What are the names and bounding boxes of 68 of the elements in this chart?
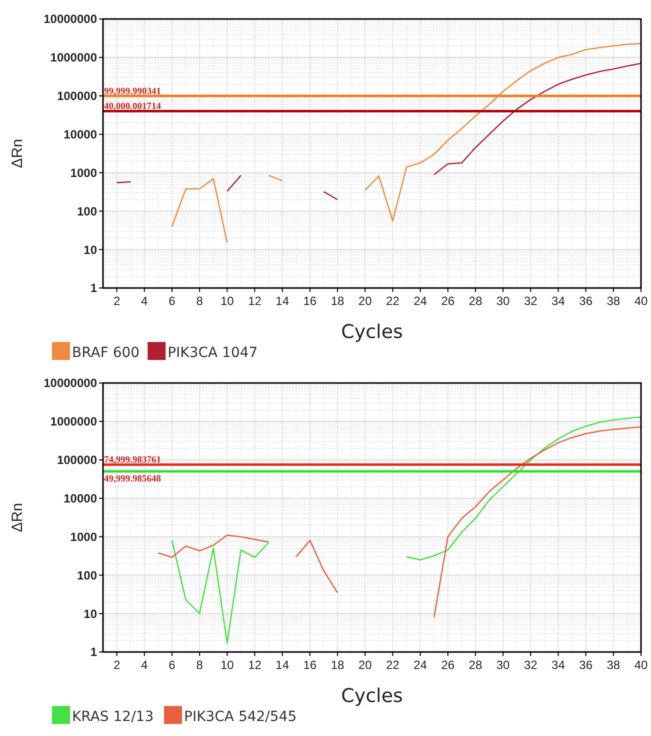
x-tick-label: 34 bbox=[552, 294, 566, 308]
x-tick-label: 36 bbox=[579, 658, 593, 672]
x-tick-label: 8 bbox=[196, 294, 204, 308]
x-tick-label: 20 bbox=[358, 294, 372, 308]
x-tick-label: 16 bbox=[303, 294, 317, 308]
x-tick-label: 24 bbox=[414, 658, 428, 672]
x-tick-label: 28 bbox=[468, 658, 482, 672]
x-tick-label: 32 bbox=[524, 658, 538, 672]
x-tick-label: 22 bbox=[386, 294, 400, 308]
y-tick-label: 10 bbox=[84, 242, 98, 257]
y-tick-label: 10000 bbox=[64, 491, 98, 506]
x-tick-label: 38 bbox=[606, 658, 620, 672]
legend-label: PIK3CA 1047 bbox=[168, 345, 258, 361]
legend-label: KRAS 12/13 bbox=[72, 709, 154, 725]
y-tick-label: 1 bbox=[90, 281, 98, 296]
y-tick-label: 10000000 bbox=[44, 12, 98, 26]
x-tick-label: 4 bbox=[141, 658, 148, 672]
y-tick-label: 1000000 bbox=[50, 414, 98, 429]
legend-label: PIK3CA 542/545 bbox=[184, 709, 297, 725]
y-tick-label: 100 bbox=[76, 204, 98, 218]
x-tick-label: 20 bbox=[358, 658, 372, 672]
x-tick-label: 34 bbox=[552, 658, 566, 672]
x-tick-label: 40 bbox=[634, 658, 648, 672]
x-tick-label: 38 bbox=[606, 294, 620, 308]
x-tick-label: 24 bbox=[414, 294, 428, 308]
y-axis-title: ΔRn bbox=[9, 138, 26, 168]
y-tick-label: 1000 bbox=[70, 530, 98, 544]
x-tick-label: 10 bbox=[220, 658, 234, 672]
x-tick-label: 26 bbox=[441, 658, 455, 672]
x-tick-label: 18 bbox=[330, 658, 345, 672]
y-tick-label: 1 bbox=[90, 645, 98, 660]
ref-line-label: 49,999.985648 bbox=[104, 474, 162, 484]
x-tick-label: 26 bbox=[441, 294, 455, 308]
y-tick-label: 100000 bbox=[56, 89, 98, 104]
y-tick-label: 100 bbox=[76, 568, 98, 582]
x-tick-label: 28 bbox=[468, 294, 482, 308]
x-tick-label: 2 bbox=[113, 294, 120, 308]
x-tick-label: 18 bbox=[330, 294, 345, 308]
ref-line-label: 99,999.990341 bbox=[104, 86, 162, 97]
y-tick-label: 10 bbox=[84, 606, 98, 621]
ref-line-label: 40,000.001714 bbox=[104, 102, 162, 112]
x-axis-title: Cycles bbox=[341, 321, 403, 343]
y-tick-label: 1000 bbox=[70, 166, 98, 180]
legend-label: BRAF 600 bbox=[72, 345, 140, 361]
x-tick-label: 2 bbox=[113, 658, 120, 672]
y-tick-label: 10000000 bbox=[44, 376, 98, 390]
x-tick-label: 40 bbox=[634, 294, 648, 308]
x-tick-label: 22 bbox=[386, 658, 400, 672]
y-tick-label: 100000 bbox=[56, 453, 98, 468]
x-tick-label: 6 bbox=[168, 658, 176, 672]
y-axis-title: ΔRn bbox=[9, 502, 26, 532]
x-tick-label: 12 bbox=[248, 294, 262, 308]
x-axis-title: Cycles bbox=[341, 685, 403, 707]
x-tick-label: 8 bbox=[196, 658, 204, 672]
ref-line-label: 74,999.983761 bbox=[104, 456, 162, 466]
x-tick-label: 32 bbox=[524, 294, 538, 308]
x-tick-label: 14 bbox=[276, 658, 290, 672]
x-tick-label: 36 bbox=[579, 294, 593, 308]
y-tick-label: 10000 bbox=[64, 127, 98, 142]
y-tick-label: 1000000 bbox=[50, 50, 98, 65]
x-tick-label: 6 bbox=[168, 294, 176, 308]
x-tick-label: 12 bbox=[248, 658, 262, 672]
x-tick-label: 16 bbox=[303, 658, 317, 672]
x-tick-label: 30 bbox=[496, 658, 510, 672]
x-tick-label: 4 bbox=[141, 294, 148, 308]
x-tick-label: 10 bbox=[220, 294, 234, 308]
x-tick-label: 30 bbox=[496, 294, 510, 308]
x-tick-label: 14 bbox=[276, 294, 290, 308]
